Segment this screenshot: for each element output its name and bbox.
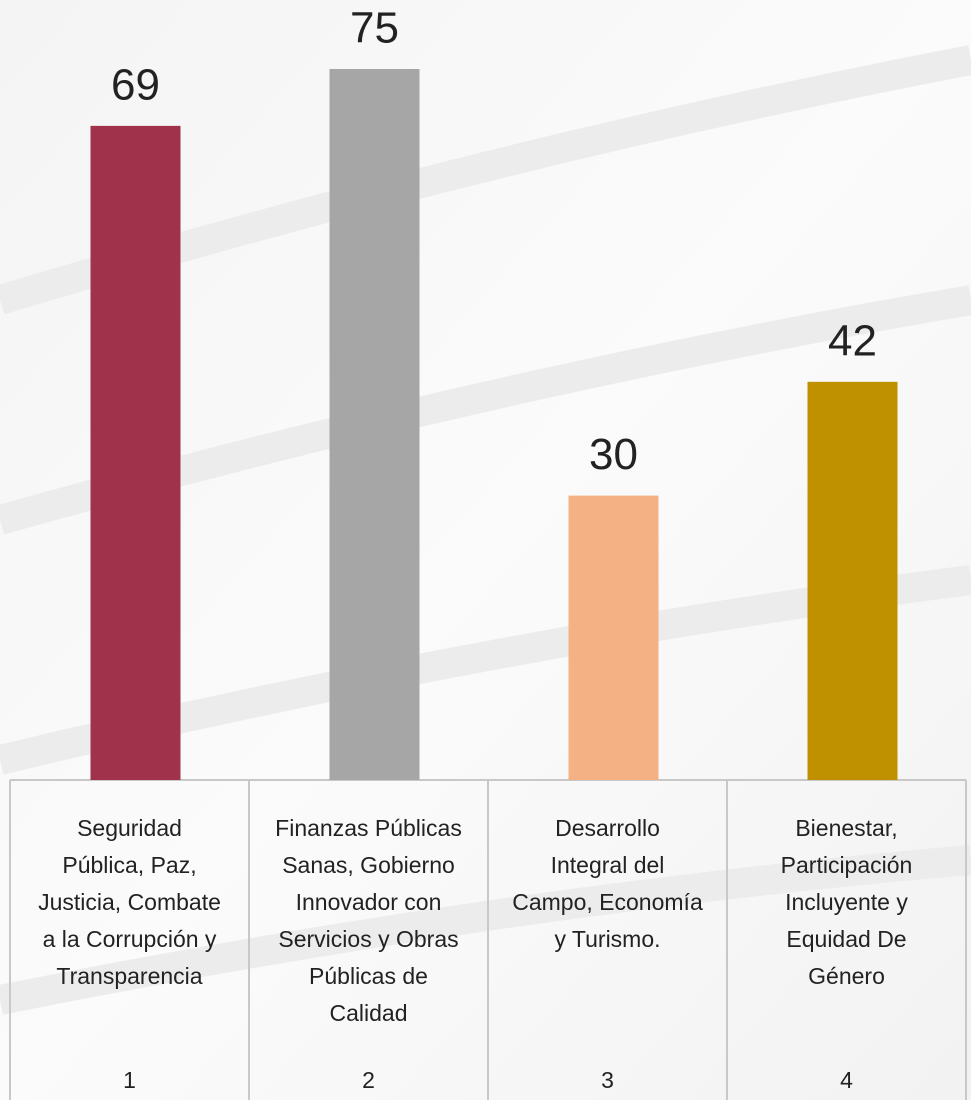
category-label: Género <box>808 963 885 989</box>
category-label: Equidad De <box>786 926 906 952</box>
category-label: Transparencia <box>56 963 202 989</box>
category-label: Integral del <box>551 852 665 878</box>
category-number: 3 <box>601 1067 614 1093</box>
category-label: Finanzas Públicas <box>275 815 462 841</box>
category-label: Justicia, Combate <box>38 889 221 915</box>
category-number: 4 <box>840 1067 853 1093</box>
category-table <box>9 779 967 1100</box>
data-label: 30 <box>589 430 638 479</box>
category-label: Pública, Paz, <box>62 852 196 878</box>
bar <box>807 381 898 780</box>
category-label: Sanas, Gobierno <box>282 852 455 878</box>
category-label: Calidad <box>330 1000 408 1026</box>
category-label: Públicas de <box>309 963 428 989</box>
category-label: Desarrollo <box>555 815 660 841</box>
category-label: Seguridad <box>77 815 182 841</box>
bar <box>329 69 420 780</box>
category-label: Innovador con <box>296 889 442 915</box>
category-number: 2 <box>362 1067 375 1093</box>
bar <box>568 495 659 780</box>
data-label: 42 <box>828 316 877 365</box>
category-label: Incluyente y <box>785 889 908 915</box>
category-label: Servicios y Obras <box>278 926 458 952</box>
data-label: 75 <box>350 4 399 53</box>
category-label: Bienestar, <box>795 815 897 841</box>
category-number: 1 <box>123 1067 136 1093</box>
bar <box>90 125 181 780</box>
category-label: Campo, Economía <box>512 889 703 915</box>
category-label: a la Corrupción y <box>43 926 217 952</box>
category-label: Participación <box>781 852 913 878</box>
category-label: y Turismo. <box>554 926 660 952</box>
data-label: 69 <box>111 61 160 110</box>
